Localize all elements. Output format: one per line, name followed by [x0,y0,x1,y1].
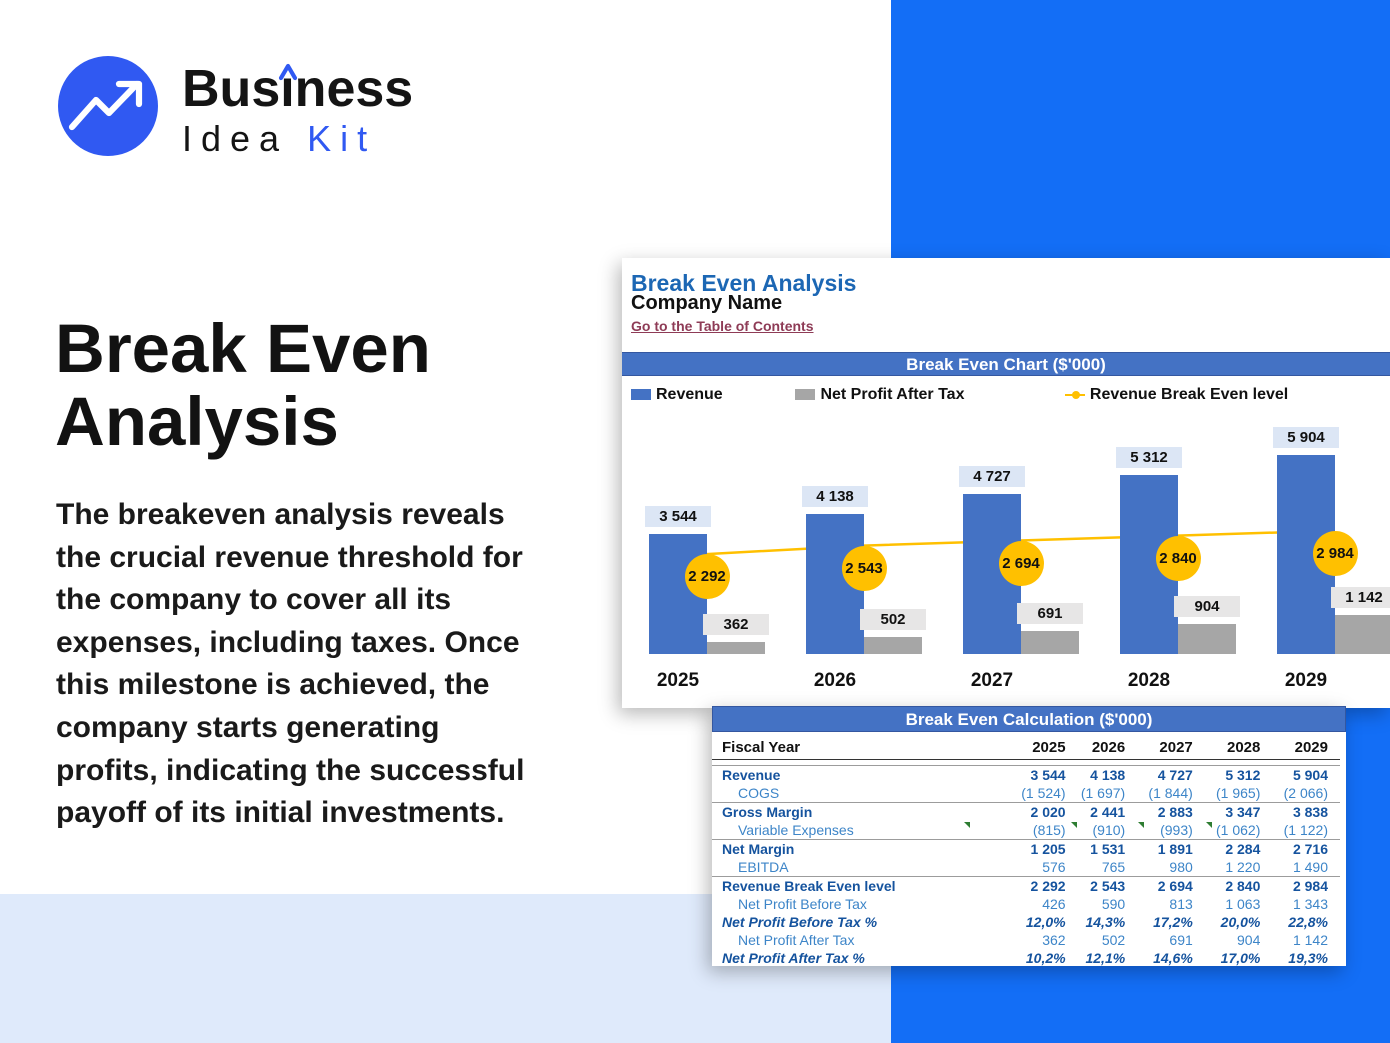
svg-text:Business: Business [182,60,413,118]
svg-text:Idea Kit: Idea Kit [182,118,376,159]
